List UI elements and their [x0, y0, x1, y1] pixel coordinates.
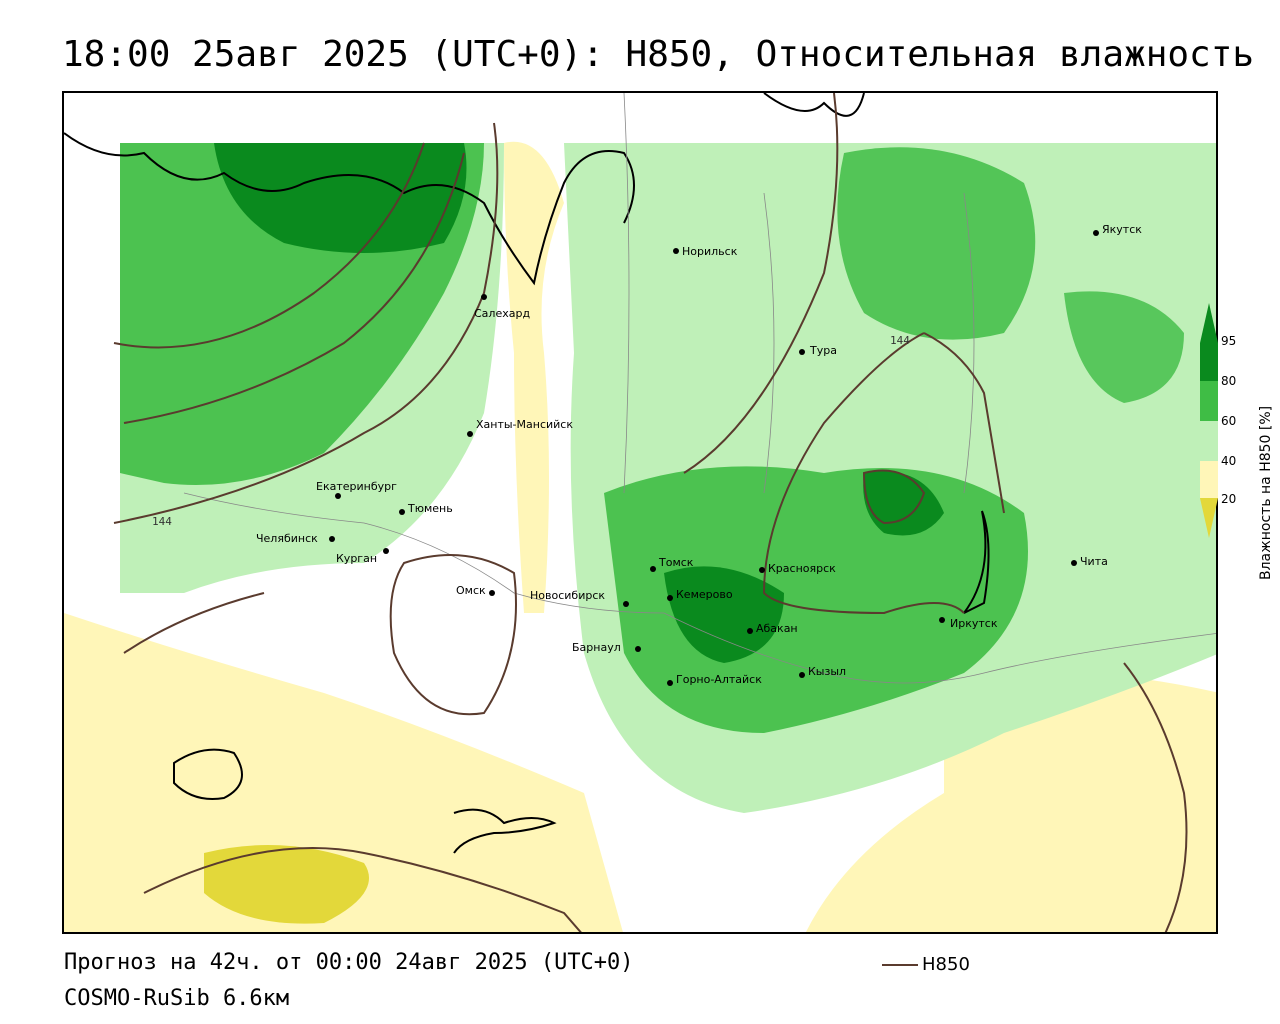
legend-line-swatch — [882, 964, 918, 966]
city-label: Кызыл — [808, 665, 846, 678]
city-dot — [759, 567, 765, 573]
city-label: Тура — [809, 344, 837, 357]
admin-borders — [183, 93, 1216, 684]
h850-contours — [113, 93, 1188, 932]
city-dot — [329, 536, 335, 542]
map-area: 144 144 Якутск Норильск Салехард Тура Ха… — [62, 91, 1218, 934]
coastline-north — [64, 132, 635, 286]
city-label: Курган — [336, 552, 377, 565]
colorbar-segment — [1200, 381, 1218, 421]
colorbar-label: Влажность на H850 [%] — [1258, 405, 1274, 580]
city-dot — [667, 595, 673, 601]
city-label: Норильск — [682, 245, 738, 258]
city-dot — [1093, 230, 1099, 236]
saturated-core-baikal — [863, 471, 944, 536]
map-title: 18:00 25авг 2025 (UTC+0): H850, Относите… — [62, 34, 1255, 75]
city-label: Якутск — [1102, 223, 1142, 236]
city-label: Тюмень — [407, 502, 453, 515]
colorbar — [1200, 303, 1218, 538]
city-label: Красноярск — [768, 562, 836, 575]
city-dot — [747, 628, 753, 634]
city-label: Салехард — [474, 307, 530, 320]
city-dot — [335, 493, 341, 499]
forecast-info: Прогноз на 42ч. от 00:00 24авг 2025 (UTC… — [64, 950, 634, 975]
city-dot — [489, 590, 495, 596]
coastlines — [64, 93, 990, 854]
city-dot — [650, 566, 656, 572]
saturated-core-krasnoyarsk — [664, 566, 784, 663]
city-dot — [481, 294, 487, 300]
humid-region-north-east — [837, 147, 1036, 340]
lake-balkhash — [453, 808, 557, 854]
city-dot — [667, 680, 673, 686]
city-label: Новосибирск — [530, 589, 605, 602]
city-label: Челябинск — [256, 532, 318, 545]
humid-region-yakutia — [1064, 291, 1184, 403]
humid-region-siberia — [604, 466, 1028, 733]
city-label: Томск — [658, 556, 694, 569]
colorbar-segment — [1200, 343, 1218, 381]
map-canvas: 144 144 Якутск Норильск Салехард Тура Ха… — [64, 93, 1216, 932]
colorbar-tick: 40 — [1221, 454, 1237, 468]
very-dry-patch-south — [204, 845, 369, 924]
city-label: Абакан — [756, 622, 798, 635]
city-markers: Якутск Норильск Салехард Тура Ханты-Манс… — [256, 223, 1142, 686]
city-label: Барнаул — [572, 641, 621, 654]
city-label: Екатеринбург — [316, 480, 397, 493]
coastline-taimyr — [763, 93, 865, 117]
city-dot — [623, 601, 629, 607]
city-dot — [939, 617, 945, 623]
city-dot — [799, 349, 805, 355]
city-label: Омск — [456, 584, 486, 597]
dry-strip-ob — [504, 141, 564, 613]
city-label: Иркутск — [950, 617, 998, 630]
city-dot — [383, 548, 389, 554]
city-dot — [399, 509, 405, 515]
saturated-core-northwest — [214, 143, 467, 253]
city-dot — [673, 248, 679, 254]
city-label: Горно-Алтайск — [676, 673, 762, 686]
city-dot — [635, 646, 641, 652]
colorbar-segment — [1200, 461, 1218, 498]
city-dot — [799, 672, 805, 678]
colorbar-tick: 60 — [1221, 414, 1237, 428]
colorbar-top-arrow — [1200, 303, 1218, 343]
contour-label: 144 — [152, 515, 172, 528]
colorbar-tick: 80 — [1221, 374, 1237, 388]
contour-label: 144 — [890, 334, 910, 347]
city-label: Ханты-Мансийск — [476, 418, 573, 431]
lake-west — [173, 748, 243, 800]
colorbar-tick: 20 — [1221, 492, 1237, 506]
legend-label: H850 — [922, 954, 970, 975]
colorbar-bottom-arrow — [1200, 498, 1218, 538]
city-dot — [1071, 560, 1077, 566]
city-label: Кемерово — [676, 588, 733, 601]
city-label: Чита — [1080, 555, 1108, 568]
dry-region-southwest — [64, 613, 623, 932]
contour-legend: H850 — [882, 954, 970, 975]
humidity-field — [64, 141, 1216, 932]
dry-region-southeast — [806, 673, 1216, 932]
colorbar-segment — [1200, 421, 1218, 461]
city-dot — [467, 431, 473, 437]
colorbar-tick: 95 — [1221, 334, 1237, 348]
model-name: COSMO-RuSib 6.6км — [64, 986, 290, 1011]
lake-baikal — [963, 510, 990, 614]
